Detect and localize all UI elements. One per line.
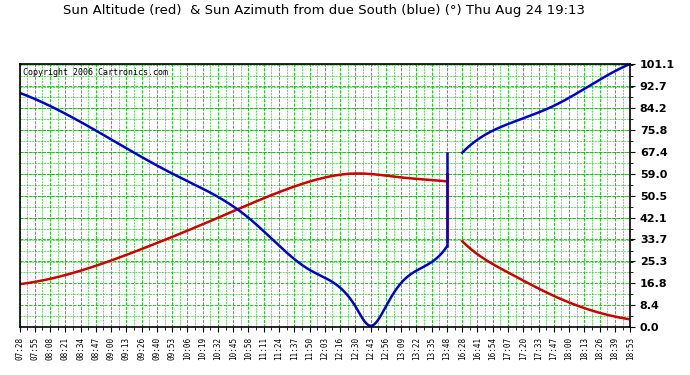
Text: Sun Altitude (red)  & Sun Azimuth from due South (blue) (°) Thu Aug 24 19:13: Sun Altitude (red) & Sun Azimuth from du… <box>63 4 585 17</box>
Text: Copyright 2006 Cartronics.com: Copyright 2006 Cartronics.com <box>23 68 168 77</box>
